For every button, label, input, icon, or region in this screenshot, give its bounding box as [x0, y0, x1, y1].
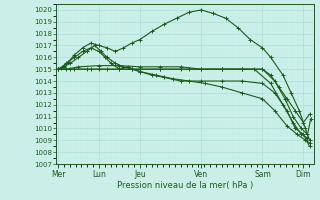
X-axis label: Pression niveau de la mer( hPa ): Pression niveau de la mer( hPa )	[117, 181, 253, 190]
